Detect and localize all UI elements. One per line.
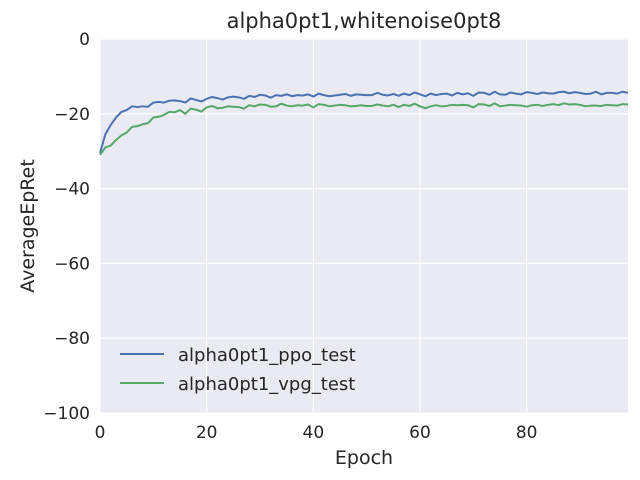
y-tick-label: −80 <box>54 329 90 349</box>
y-tick-labels: 0 −20 −40 −60 −80 −100 <box>43 30 90 424</box>
y-axis-label: AverageEpRet <box>17 159 39 293</box>
x-tick-label: 80 <box>516 423 538 443</box>
x-tick-labels: 0 20 40 60 80 <box>95 423 538 443</box>
y-tick-label: 0 <box>79 30 90 50</box>
legend-label-vpg: alpha0pt1_vpg_test <box>178 374 355 395</box>
y-tick-label: −20 <box>54 105 90 125</box>
legend: alpha0pt1_ppo_test alpha0pt1_vpg_test <box>120 345 356 395</box>
series-layer <box>99 90 629 156</box>
chart-title: alpha0pt1,whitenoise0pt8 <box>227 9 502 33</box>
y-tick-label: −60 <box>54 254 90 274</box>
legend-label-ppo: alpha0pt1_ppo_test <box>178 345 356 366</box>
x-tick-label: 60 <box>409 423 431 443</box>
x-tick-label: 40 <box>303 423 325 443</box>
grid <box>99 38 628 414</box>
x-tick-label: 20 <box>196 423 218 443</box>
x-tick-label: 0 <box>95 423 106 443</box>
y-tick-label: −40 <box>54 180 90 200</box>
series-line-ppo <box>99 90 629 154</box>
series-line-vpg <box>99 102 629 156</box>
y-tick-label: −100 <box>43 404 90 424</box>
x-axis-label: Epoch <box>335 447 393 469</box>
